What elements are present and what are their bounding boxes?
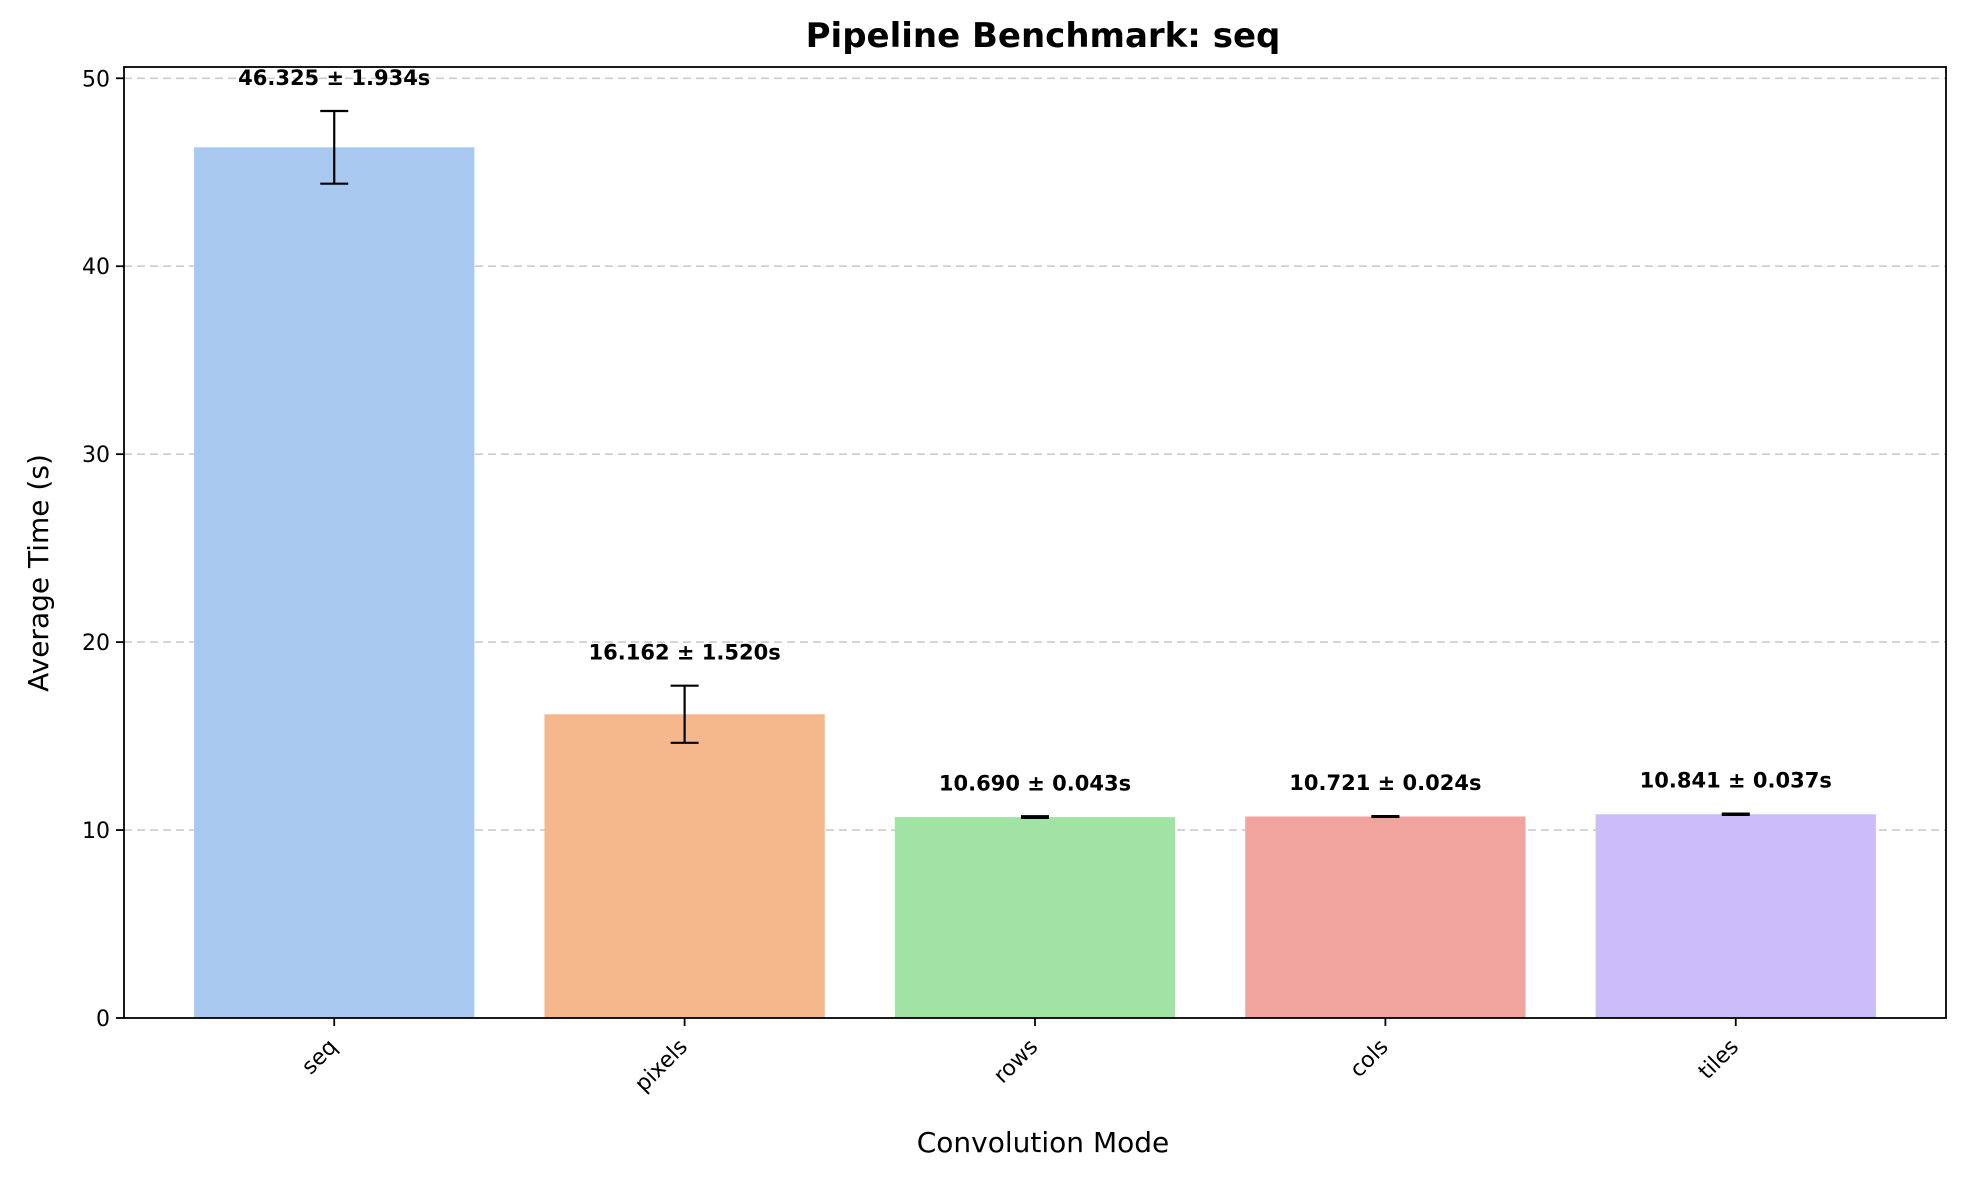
data-labels: 46.325 ± 1.934s 16.162 ± 1.520s 10.690 ± 0… [238,66,1832,795]
x-tick-label-pixels: pixels [630,1035,693,1098]
bar-cols [1245,816,1526,1018]
bar-tiles [1595,814,1876,1018]
y-axis-label: Average Time (s) [22,454,55,692]
x-tick-label-cols: cols [1345,1035,1393,1083]
y-tick-label: 0 [96,1007,110,1032]
data-label-pixels: 16.162 ± 1.520s [589,641,781,665]
bar-rows [894,817,1176,1018]
x-tick-label-seq: seq [297,1035,342,1080]
x-tick-label-rows: rows [989,1035,1043,1089]
bars [194,147,1876,1019]
x-tick-label-tiles: tiles [1694,1035,1744,1085]
y-tick-label: 30 [82,443,110,468]
bar-pixels [544,714,825,1018]
data-label-seq: 46.325 ± 1.934s [238,66,430,90]
y-tick-label: 10 [82,819,110,844]
y-tick-label: 50 [82,67,110,92]
y-tick-label: 20 [82,631,110,656]
data-label-rows: 10.690 ± 0.043s [939,771,1131,795]
y-tick-label: 40 [82,255,110,280]
error-bars [320,109,1750,819]
data-label-tiles: 10.841 ± 0.037s [1640,769,1832,793]
chart-title: Pipeline Benchmark: seq [806,16,1281,56]
data-label-cols: 10.721 ± 0.024s [1289,771,1481,795]
bar-seq [194,147,475,1019]
x-axis-label: Convolution Mode [917,1126,1169,1159]
